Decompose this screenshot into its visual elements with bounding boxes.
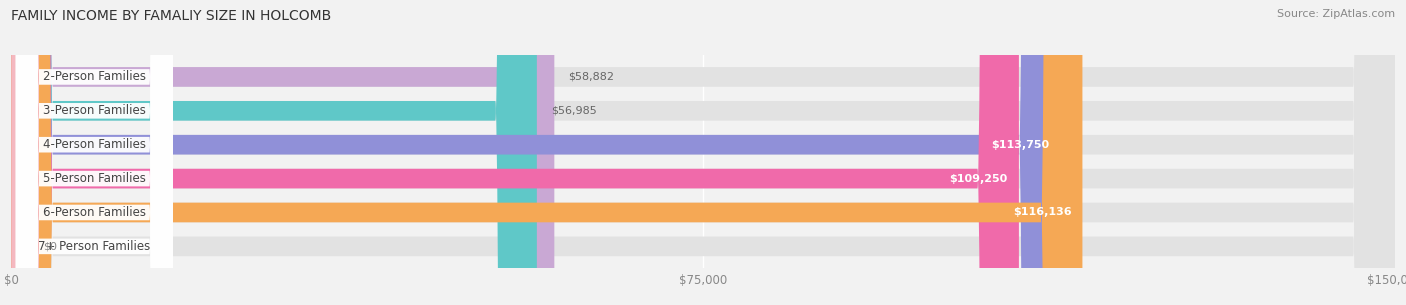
FancyBboxPatch shape <box>11 0 554 305</box>
Text: 2-Person Families: 2-Person Families <box>42 70 146 84</box>
Text: 3-Person Families: 3-Person Families <box>42 104 146 117</box>
FancyBboxPatch shape <box>11 0 1395 305</box>
Text: $116,136: $116,136 <box>1012 207 1071 217</box>
Text: $56,985: $56,985 <box>551 106 596 116</box>
Text: Source: ZipAtlas.com: Source: ZipAtlas.com <box>1277 9 1395 19</box>
FancyBboxPatch shape <box>11 0 1060 305</box>
FancyBboxPatch shape <box>15 0 173 305</box>
FancyBboxPatch shape <box>11 0 1395 305</box>
FancyBboxPatch shape <box>11 0 537 305</box>
FancyBboxPatch shape <box>15 0 173 305</box>
FancyBboxPatch shape <box>11 0 1083 305</box>
Text: $113,750: $113,750 <box>991 140 1049 150</box>
Text: FAMILY INCOME BY FAMALIY SIZE IN HOLCOMB: FAMILY INCOME BY FAMALIY SIZE IN HOLCOMB <box>11 9 332 23</box>
FancyBboxPatch shape <box>11 0 1395 305</box>
FancyBboxPatch shape <box>11 0 1395 305</box>
FancyBboxPatch shape <box>11 0 1019 305</box>
Text: $0: $0 <box>44 241 58 251</box>
FancyBboxPatch shape <box>15 0 173 305</box>
FancyBboxPatch shape <box>15 0 173 305</box>
FancyBboxPatch shape <box>11 0 1395 305</box>
Text: 5-Person Families: 5-Person Families <box>42 172 146 185</box>
Text: $58,882: $58,882 <box>568 72 614 82</box>
Text: 7+ Person Families: 7+ Person Families <box>38 240 150 253</box>
Text: $109,250: $109,250 <box>949 174 1008 184</box>
FancyBboxPatch shape <box>11 0 39 305</box>
Text: 6-Person Families: 6-Person Families <box>42 206 146 219</box>
FancyBboxPatch shape <box>15 0 173 305</box>
FancyBboxPatch shape <box>11 0 1395 305</box>
Text: 4-Person Families: 4-Person Families <box>42 138 146 151</box>
FancyBboxPatch shape <box>15 0 173 305</box>
